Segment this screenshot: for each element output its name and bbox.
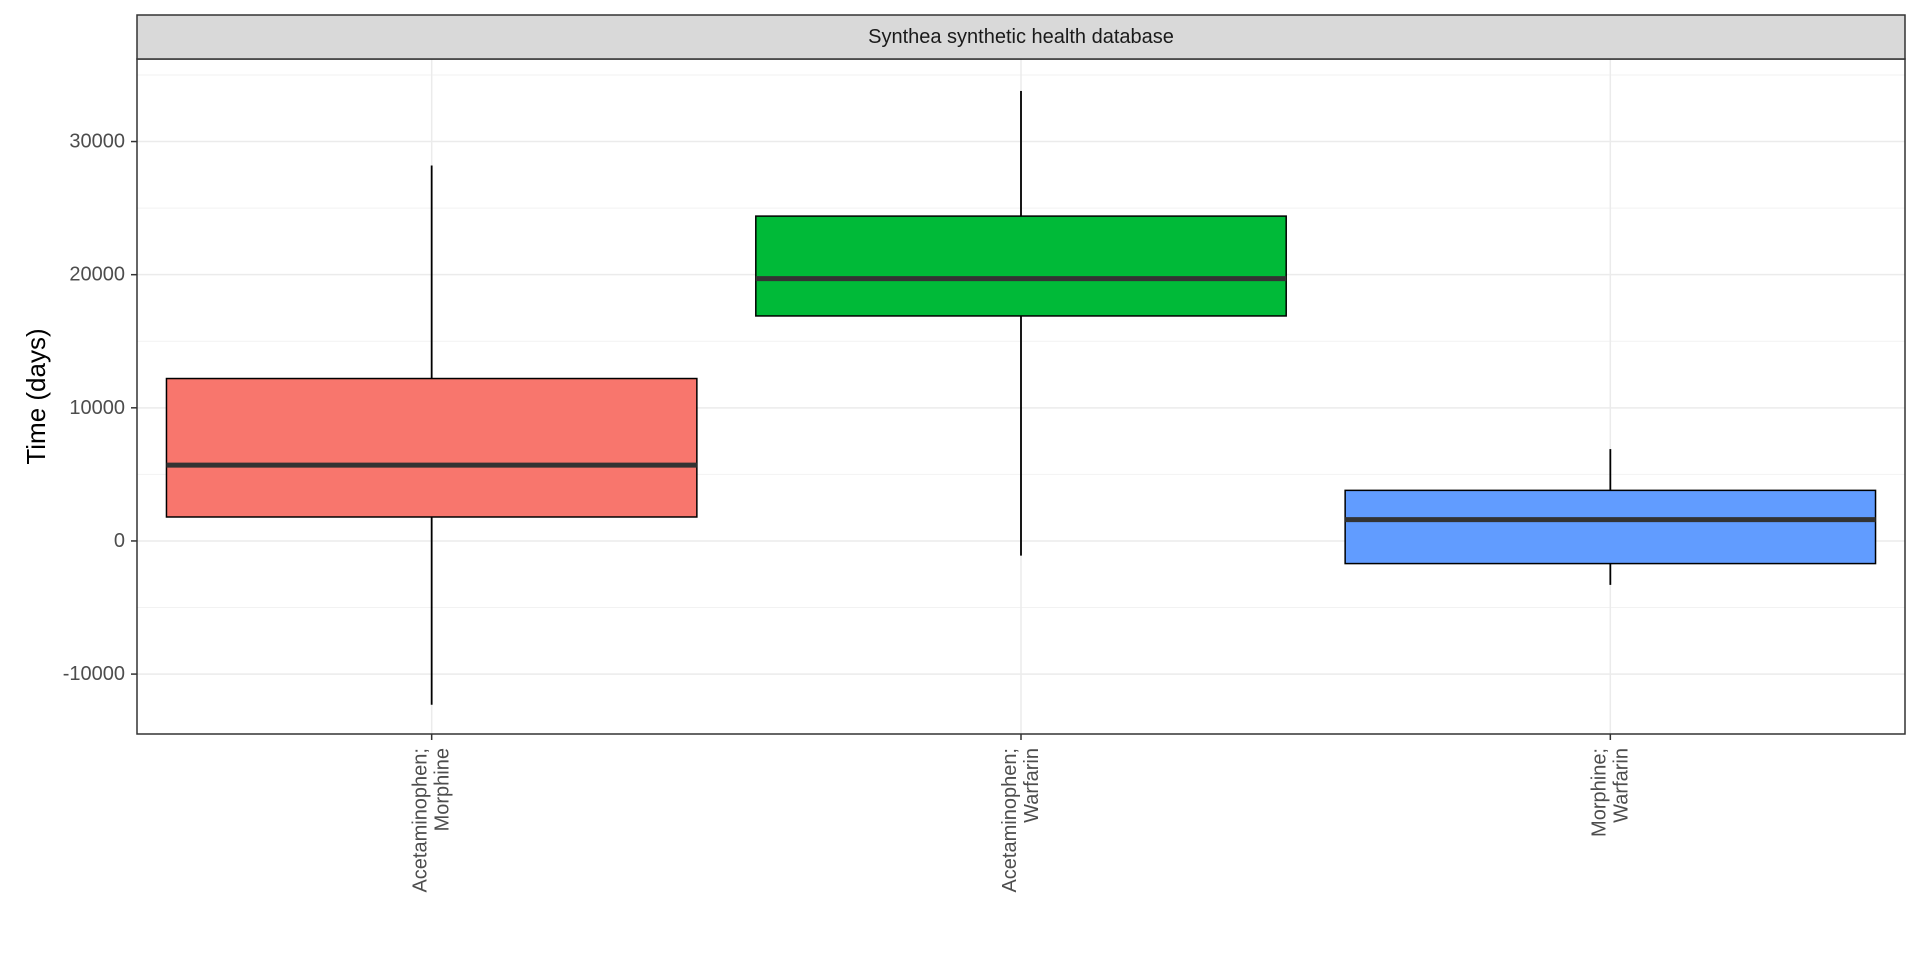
box-3	[1344, 449, 1877, 585]
facet-title: Synthea synthetic health database	[868, 26, 1174, 48]
y-tick-label: 10000	[69, 397, 125, 419]
x-tick-label: Acetaminophen;Warfarin	[999, 748, 1043, 893]
x-tick-label-line: Warfarin	[1021, 748, 1043, 823]
x-tick-label: Morphine;Warfarin	[1588, 748, 1632, 837]
facet-strip: Synthea synthetic health database	[136, 14, 1906, 60]
x-axis: Acetaminophen;Morphine Acetaminophen;Warf…	[410, 734, 1632, 893]
x-tick-label-line: Morphine	[432, 748, 454, 831]
y-tick-label: 30000	[69, 131, 125, 153]
box-1	[165, 165, 698, 705]
y-axis: -10000 0 10000 20000 30000	[63, 131, 137, 685]
iqr-box	[755, 215, 1287, 317]
box-layer	[165, 90, 1877, 705]
x-tick-label: Acetaminophen;Morphine	[410, 748, 454, 893]
x-tick-label-line: Acetaminophen;	[410, 748, 432, 893]
y-tick-label: 20000	[69, 264, 125, 286]
y-tick-label: 0	[114, 530, 125, 552]
x-tick-label-line: Warfarin	[1610, 748, 1632, 823]
y-axis-title: Time (days)	[21, 328, 51, 464]
iqr-box	[165, 377, 698, 518]
x-tick-label-line: Morphine;	[1588, 748, 1610, 837]
x-tick-label-line: Acetaminophen;	[999, 748, 1021, 893]
strip-background	[136, 14, 1906, 60]
y-tick-label: -10000	[63, 663, 125, 685]
iqr-box	[1344, 489, 1877, 565]
box-2	[755, 90, 1287, 556]
